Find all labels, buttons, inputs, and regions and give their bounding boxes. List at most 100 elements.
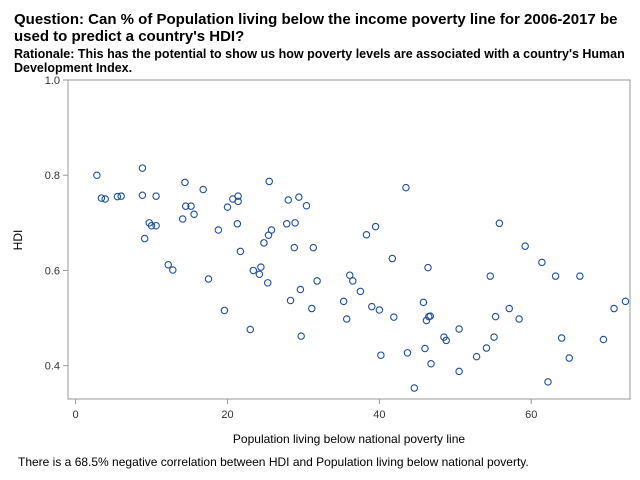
- data-point: [427, 360, 435, 368]
- x-tick-label: 60: [525, 409, 537, 421]
- data-point: [181, 178, 189, 187]
- correlation-note: There is a 68.5% negative correlation be…: [18, 455, 529, 469]
- data-point: [178, 215, 187, 223]
- x-tick-label: 0: [73, 409, 79, 421]
- data-point: [286, 296, 295, 305]
- x-axis-label: Population living below national poverty…: [233, 432, 465, 446]
- data-point: [260, 239, 268, 247]
- data-point: [101, 195, 109, 203]
- data-point: [419, 298, 428, 307]
- data-point: [138, 191, 147, 199]
- data-point: [362, 230, 371, 239]
- y-tick-label: 1.0: [45, 75, 60, 87]
- data-point: [371, 222, 380, 231]
- data-point: [421, 344, 429, 353]
- data-point: [576, 272, 584, 280]
- x-tick-label: 40: [373, 409, 385, 421]
- data-point: [220, 306, 229, 315]
- data-point: [291, 219, 299, 227]
- data-point: [390, 313, 398, 321]
- data-point: [295, 193, 303, 201]
- data-point: [140, 234, 149, 243]
- data-point: [236, 247, 245, 256]
- data-point: [482, 344, 491, 352]
- data-point: [377, 351, 385, 359]
- data-point: [313, 277, 321, 285]
- data-point: [521, 242, 529, 250]
- data-point: [309, 243, 318, 252]
- data-points: [93, 164, 630, 392]
- y-tick-label: 0.4: [45, 361, 60, 373]
- data-point: [265, 177, 274, 186]
- y-axis-label: HDI: [11, 230, 25, 251]
- data-point: [234, 197, 242, 206]
- data-point: [187, 202, 195, 210]
- data-point: [495, 219, 504, 228]
- data-point: [544, 378, 552, 386]
- data-point: [181, 202, 190, 210]
- data-point: [282, 220, 291, 228]
- data-point: [375, 306, 384, 314]
- data-point: [455, 325, 463, 333]
- data-point: [223, 203, 232, 211]
- data-point: [284, 196, 292, 204]
- data-point: [152, 192, 160, 200]
- data-point: [491, 312, 500, 321]
- data-point: [246, 325, 255, 334]
- data-point: [296, 285, 305, 294]
- data-point: [346, 271, 354, 279]
- data-point: [599, 335, 608, 344]
- x-tick-label: 20: [221, 409, 233, 421]
- data-point: [557, 334, 566, 342]
- data-point: [214, 226, 223, 234]
- data-point: [233, 220, 242, 228]
- y-axis: 0.4 0.6 0.8 1.0: [45, 75, 68, 373]
- data-point: [410, 384, 419, 392]
- data-point: [610, 304, 618, 313]
- data-point: [356, 287, 365, 296]
- data-point: [97, 194, 106, 202]
- data-point: [472, 352, 481, 361]
- data-point: [388, 254, 397, 263]
- data-point: [426, 312, 435, 320]
- data-point: [621, 297, 630, 306]
- data-point: [505, 304, 513, 313]
- data-point: [290, 243, 299, 252]
- data-point: [138, 164, 147, 172]
- data-point: [442, 336, 450, 345]
- data-point: [565, 354, 573, 362]
- x-axis: 0 20 40 60: [73, 399, 537, 421]
- data-point: [297, 332, 305, 340]
- data-point: [424, 263, 432, 272]
- data-point: [204, 275, 213, 283]
- data-point: [368, 302, 376, 311]
- data-point: [403, 349, 412, 357]
- data-point: [349, 277, 357, 285]
- y-tick-label: 0.8: [45, 170, 60, 182]
- data-point: [339, 297, 348, 306]
- y-tick-label: 0.6: [45, 265, 60, 277]
- data-point: [257, 263, 265, 271]
- data-point: [152, 221, 160, 230]
- data-point: [93, 171, 101, 179]
- chart-subtitle: Rationale: This has the potential to sho…: [14, 47, 625, 75]
- data-point: [249, 266, 258, 275]
- data-point: [342, 315, 351, 323]
- data-point: [490, 333, 498, 341]
- chart-title: Question: Can % of Population living bel…: [14, 11, 618, 45]
- scatter-chart: 0 20 40 60 0.4 0.6 0.8 1.0 Population living b…: [11, 75, 631, 446]
- data-point: [190, 210, 198, 219]
- data-point: [113, 192, 122, 201]
- data-point: [486, 272, 495, 280]
- data-point: [422, 316, 431, 325]
- data-point: [538, 258, 546, 267]
- data-point: [169, 266, 177, 274]
- data-point: [308, 304, 316, 313]
- data-point: [164, 260, 172, 269]
- data-point: [234, 192, 242, 200]
- data-point: [117, 192, 125, 200]
- data-point: [402, 183, 410, 192]
- data-point: [551, 272, 560, 280]
- data-point: [147, 221, 156, 230]
- data-point: [515, 315, 523, 323]
